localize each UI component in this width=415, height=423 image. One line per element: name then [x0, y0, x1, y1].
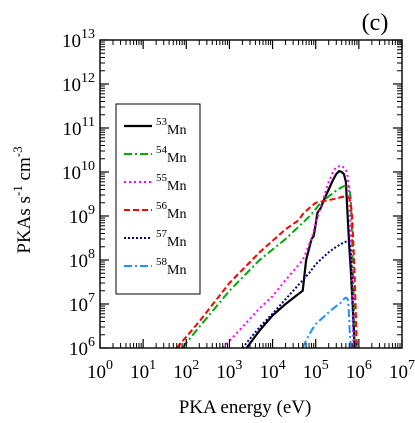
- plot-frame: [99, 39, 403, 349]
- tick-labels-layer: 100 101 102 103 104 105 106 107 106 107 108 109 1010…: [62, 27, 415, 383]
- y-tick-label: 1011: [63, 115, 95, 140]
- y-tick-label: 109: [69, 203, 95, 228]
- series-layer: [175, 164, 358, 348]
- legend-label-56-mn: 56Mn: [156, 200, 186, 222]
- legend-label-54-mn: 54Mn: [156, 144, 186, 166]
- y-tick-label: 1010: [62, 159, 95, 184]
- x-tick-label: 100: [87, 358, 113, 383]
- series-line-54-mn: [181, 184, 356, 348]
- panel-label: (c): [362, 10, 389, 36]
- x-tick-label: 106: [346, 358, 372, 383]
- legend-items: 53Mn 54Mn 55Mn 56Mn 57Mn 58Mn: [124, 116, 186, 278]
- y-title-sup-2: -3: [10, 146, 25, 157]
- legend: 53Mn 54Mn 55Mn 56Mn 57Mn 58Mn: [115, 103, 201, 295]
- legend-label-57-mn: 57Mn: [156, 228, 186, 250]
- legend-box: [115, 103, 201, 295]
- ticks-layer: [99, 39, 403, 349]
- legend-label-55-mn: 55Mn: [156, 172, 186, 194]
- x-tick-label: 104: [260, 358, 286, 383]
- x-tick-label: 102: [173, 358, 199, 383]
- y-title-sup-1: -1: [10, 185, 25, 196]
- legend-label-53-mn: 53Mn: [156, 116, 186, 138]
- y-tick-label: 107: [69, 291, 95, 316]
- legend-label-58-mn: 58Mn: [156, 256, 186, 278]
- series-line-56-mn: [175, 195, 358, 348]
- y-title-part-2: cm: [14, 157, 35, 185]
- y-title-part-1: PKAs s: [14, 196, 35, 254]
- y-tick-label: 1012: [62, 71, 95, 96]
- series-line-55-mn: [222, 164, 355, 348]
- series-line-58-mn: [301, 296, 353, 348]
- x-tick-label: 103: [216, 358, 242, 383]
- x-tick-label: 101: [130, 358, 156, 383]
- x-axis-title: PKA energy (eV): [179, 397, 312, 418]
- y-tick-label: 1013: [62, 27, 95, 52]
- x-tick-label: 105: [303, 358, 329, 383]
- y-axis-title: PKAs s-1 cm-3: [10, 146, 35, 253]
- y-tick-label: 106: [69, 335, 95, 360]
- y-tick-label: 108: [69, 247, 95, 272]
- x-tick-label: 107: [389, 358, 415, 383]
